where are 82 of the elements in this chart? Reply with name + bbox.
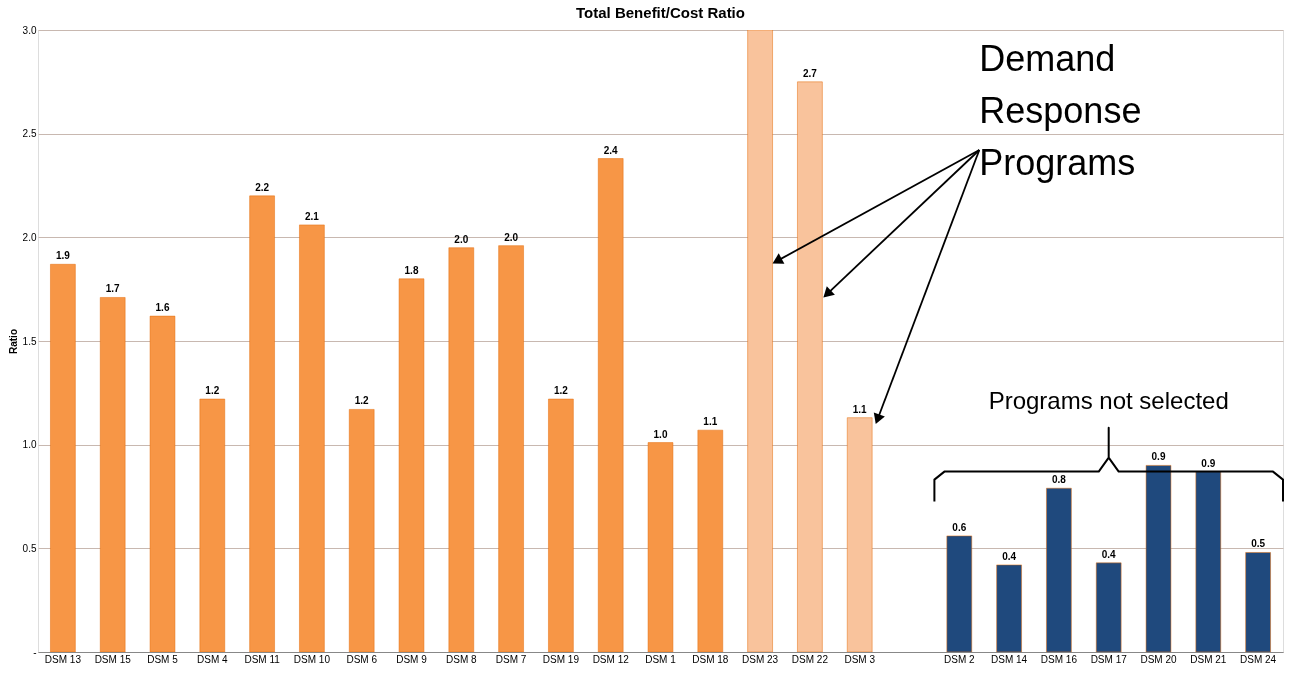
- x-tick-label: DSM 15: [94, 653, 132, 665]
- chart-title: Total Benefit/Cost Ratio: [576, 4, 745, 21]
- x-tick-label: DSM 7: [495, 653, 527, 665]
- bar: [100, 297, 126, 652]
- y-axis-title: Ratio: [7, 329, 19, 354]
- bar: [847, 417, 873, 652]
- x-tick-label: DSM 9: [396, 653, 428, 665]
- bar: [747, 30, 773, 652]
- data-label: 0.5: [1251, 538, 1266, 550]
- data-label: 1.7: [105, 283, 121, 295]
- data-label: 0.4: [1101, 548, 1117, 560]
- bar: [1046, 487, 1072, 652]
- x-tick-label: DSM 22: [791, 653, 829, 665]
- bar: [299, 224, 325, 652]
- x-tick-label: DSM 10: [293, 653, 331, 665]
- x-tick-label: DSM 6: [346, 653, 378, 665]
- y-tick-label: 2.0: [22, 231, 37, 243]
- data-label: 1.6: [155, 302, 170, 314]
- data-label: 2.0: [454, 233, 469, 245]
- bar: [697, 429, 723, 652]
- data-label: 0.6: [952, 521, 967, 533]
- data-label: 2.0: [504, 231, 519, 243]
- bar: [996, 564, 1022, 652]
- bar: [946, 535, 972, 652]
- annotation: Demand Response Programs: [979, 38, 1142, 183]
- y-tick-label: 1.0: [22, 439, 37, 451]
- bar: [199, 398, 225, 652]
- y-tick-label: 0.5: [22, 542, 37, 554]
- annotation: Programs not selected: [988, 386, 1229, 414]
- data-label: 1.0: [653, 428, 668, 440]
- bar: [647, 442, 674, 652]
- bar: [797, 81, 823, 652]
- bar: [1245, 552, 1271, 652]
- bar: [1195, 471, 1221, 652]
- y-tick-label: 2.5: [22, 128, 37, 140]
- x-tick-label: DSM 17: [1090, 653, 1128, 665]
- y-tick-label: 3.0: [22, 24, 37, 36]
- bar: [1145, 465, 1172, 652]
- data-label: 1.1: [852, 403, 868, 415]
- data-label: 0.4: [1002, 550, 1017, 562]
- bar: [50, 264, 76, 652]
- data-label: 1.2: [354, 395, 370, 407]
- x-tick-label: DSM 16: [1040, 653, 1078, 665]
- data-label: 0.9: [1201, 457, 1216, 469]
- data-label: 2.1: [304, 210, 320, 222]
- bar: [349, 409, 375, 652]
- x-tick-label: DSM 2: [944, 653, 976, 665]
- bar: [598, 158, 624, 652]
- data-label: 0.9: [1151, 451, 1166, 463]
- bar: [548, 398, 574, 652]
- data-label: 1.2: [205, 385, 220, 397]
- data-label: 1.1: [703, 416, 718, 428]
- x-tick-label: DSM 12: [592, 653, 630, 665]
- x-tick-label: DSM 8: [446, 653, 478, 665]
- bar: [498, 245, 524, 652]
- data-label: 2.4: [603, 144, 619, 156]
- bar: [1096, 562, 1122, 652]
- y-tick-label: -: [33, 646, 37, 658]
- y-tick-label: 1.5: [22, 335, 37, 347]
- x-tick-label: DSM 14: [991, 653, 1028, 665]
- data-label: 0.8: [1051, 474, 1067, 486]
- x-tick-label: DSM 3: [844, 653, 876, 665]
- bar: [448, 247, 474, 652]
- x-tick-label: DSM 21: [1190, 653, 1227, 665]
- bar: [149, 315, 176, 652]
- data-label: 1.2: [553, 385, 569, 397]
- x-tick-label: DSM 13: [44, 653, 82, 665]
- x-tick-label: DSM 19: [542, 653, 580, 665]
- data-label: 1.9: [55, 250, 71, 262]
- bar: [398, 278, 425, 652]
- x-tick-label: DSM 4: [197, 653, 229, 665]
- data-label: 1.8: [404, 264, 419, 276]
- x-tick-label: DSM 5: [147, 653, 179, 665]
- bar: [249, 195, 275, 652]
- data-label: 2.2: [255, 181, 270, 193]
- x-tick-label: DSM 11: [244, 653, 281, 665]
- x-tick-label: DSM 1: [645, 653, 677, 665]
- x-tick-label: DSM 23: [742, 653, 779, 665]
- x-tick-label: DSM 18: [692, 653, 729, 665]
- data-label: 2.7: [802, 67, 818, 79]
- x-tick-label: DSM 20: [1140, 653, 1177, 665]
- x-tick-label: DSM 24: [1240, 653, 1277, 665]
